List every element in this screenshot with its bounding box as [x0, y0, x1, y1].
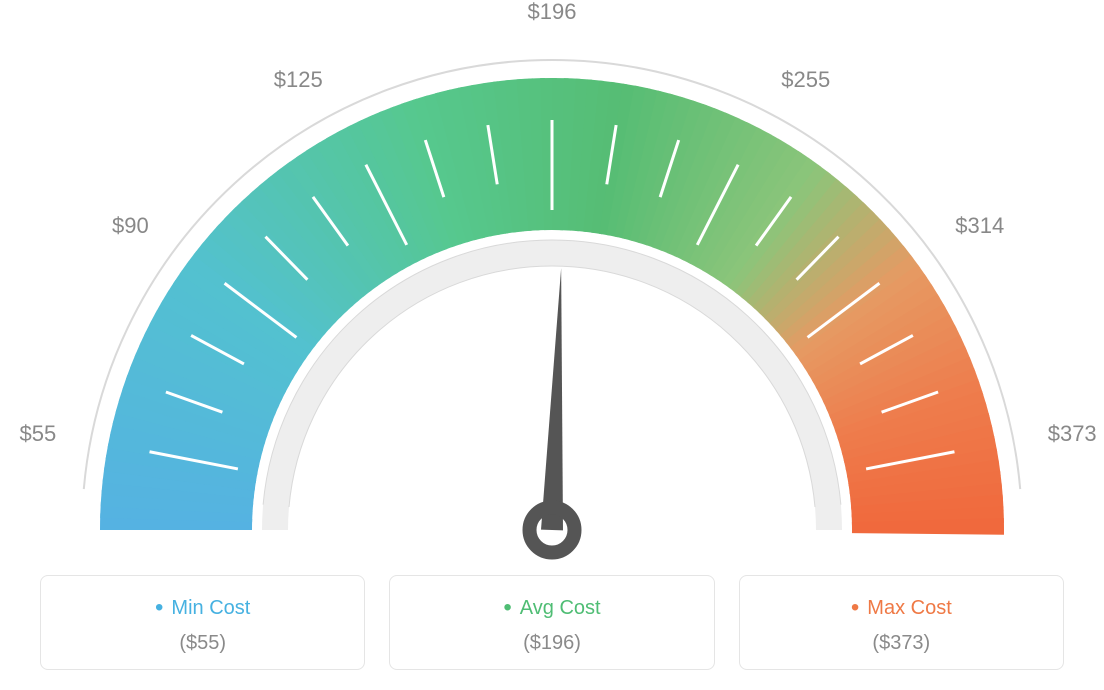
- gauge-tick-label: $55: [20, 421, 57, 447]
- gauge-tick-label: $90: [112, 213, 149, 239]
- legend-title-avg: Avg Cost: [390, 594, 713, 622]
- gauge-tick-label: $373: [1048, 421, 1097, 447]
- legend-card-max: Max Cost ($373): [739, 575, 1064, 670]
- legend-value-avg: ($196): [390, 632, 713, 655]
- legend-row: Min Cost ($55) Avg Cost ($196) Max Cost …: [40, 575, 1064, 670]
- gauge-area: $55 $90 $125 $196 $255 $314 $373: [0, 0, 1104, 560]
- legend-value-max: ($373): [740, 632, 1063, 655]
- legend-title-min: Min Cost: [41, 594, 364, 622]
- cost-gauge-chart: $55 $90 $125 $196 $255 $314 $373 Min Cost ($55…: [0, 0, 1104, 690]
- gauge-tick-label: $255: [781, 67, 830, 93]
- gauge-tick-label: $125: [274, 67, 323, 93]
- gauge-svg: [0, 0, 1104, 560]
- legend-card-avg: Avg Cost ($196): [389, 575, 714, 670]
- gauge-tick-label: $314: [955, 213, 1004, 239]
- gauge-tick-label: $196: [528, 0, 577, 25]
- legend-title-max: Max Cost: [740, 594, 1063, 622]
- legend-card-min: Min Cost ($55): [40, 575, 365, 670]
- legend-value-min: ($55): [41, 632, 364, 655]
